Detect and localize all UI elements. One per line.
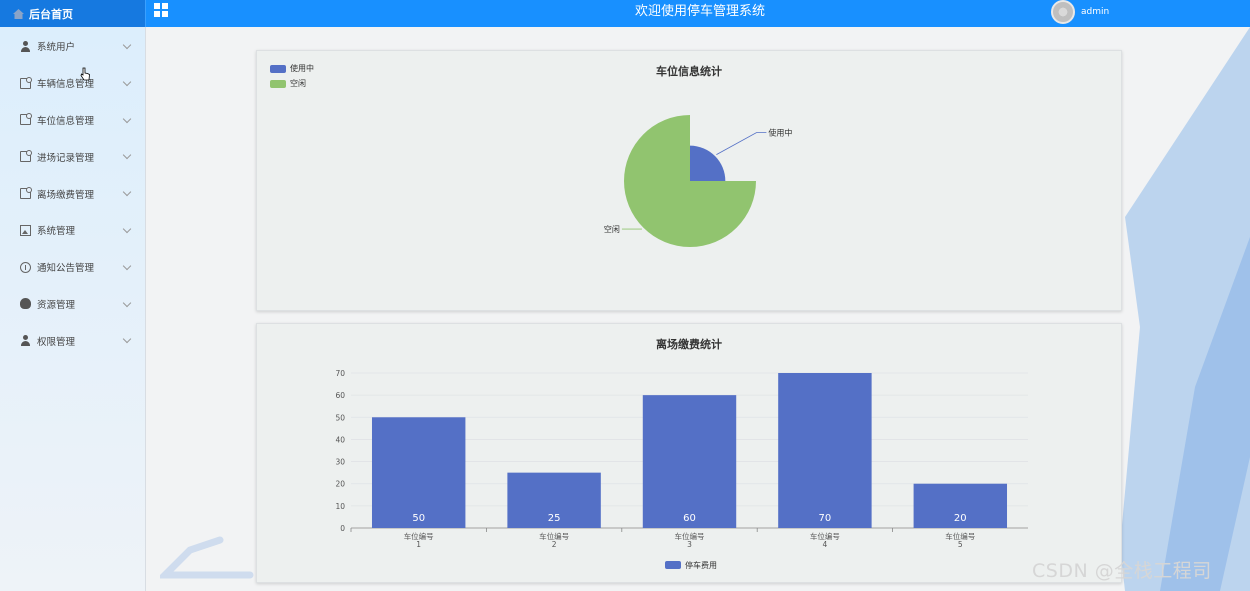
sidebar-item-permissions[interactable]: 权限管理 [0,322,145,359]
bar-chart-title: 离场缴费统计 [656,338,722,351]
sidebar-item-system-users[interactable]: 系统用户 [0,28,145,65]
chevron-down-icon [122,298,132,307]
bar-data-label: 60 [683,513,696,524]
user-icon [20,40,31,52]
sidebar-item-label: 权限管理 [37,336,76,348]
chevron-down-icon [122,40,132,50]
sidebar-item-parking-space-info[interactable]: 车位信息管理 [0,102,145,139]
document-icon [20,76,32,89]
legend-item[interactable]: 使用中 [270,63,314,74]
x-tick-label: 车位编号 1 [404,531,434,549]
bar-chart: 0 10 20 30 40 50 60 70 50 车位编号 1 25 车位编号 2 60 车位编号 3 70 车位… [335,369,1028,570]
legend-label: 空闲 [290,79,306,88]
bar[interactable] [642,395,737,528]
exit-payment-stats-panel: 离场缴费统计 0 10 20 30 40 50 60 70 50 车位编号 1 25 车位编号 2 60 车位… [256,323,1122,583]
y-tick-label: 20 [335,480,345,489]
username-label[interactable]: admin [1081,7,1110,17]
bulb-icon [20,298,31,310]
sidebar-item-label: 车辆信息管理 [37,79,95,91]
document-icon [20,150,32,163]
watermark: CSDN @全栈工程司 [1032,560,1212,582]
background-arrow-decoration [160,536,254,579]
bar-data-label: 20 [954,513,967,524]
legend-swatch [665,561,681,569]
pie-chart-title: 车位信息统计 [656,65,722,78]
bar[interactable] [371,417,466,528]
page-title: 欢迎使用停车管理系统 [634,4,765,19]
background-decoration [1120,27,1250,591]
menu-toggle-grid-icon[interactable] [154,3,169,18]
sidebar-item-entry-records[interactable]: 进场记录管理 [0,138,145,175]
bar[interactable] [507,472,601,528]
chevron-down-icon [122,261,132,271]
bar-data-label: 50 [412,513,425,524]
x-tick-label: 车位编号 2 [539,531,569,549]
bar-data-label: 25 [548,513,561,524]
bar-data-label: 70 [819,513,832,524]
user-icon [20,335,31,347]
info-icon [20,261,31,273]
y-tick-label: 30 [335,458,345,467]
sidebar-item-notices[interactable]: 通知公告管理 [0,249,145,286]
sidebar-item-label: 离场缴费管理 [37,189,95,201]
pie-slice[interactable] [690,145,726,181]
avatar[interactable] [1051,0,1075,24]
legend-swatch [270,79,286,88]
bar[interactable] [913,483,1008,528]
chevron-down-icon [122,151,132,160]
pie-slice-label: 空闲 [604,224,620,234]
legend-label: 停车费用 [685,560,717,570]
legend-swatch [270,64,286,73]
pie-label-line [716,132,767,155]
sidebar-item-label: 车位信息管理 [37,115,95,127]
sidebar-item-system-management[interactable]: 系统管理 [0,212,145,249]
sidebar-item-vehicle-info[interactable]: 车辆信息管理 [0,65,145,102]
sidebar-item-label: 资源管理 [37,299,76,311]
bar[interactable] [778,373,872,528]
y-tick-label: 70 [335,369,345,378]
sidebar-item-exit-payment[interactable]: 离场缴费管理 [0,175,145,212]
sidebar-item-label: 系统管理 [37,226,76,238]
y-tick-label: 60 [335,391,345,400]
home-label: 后台首页 [29,7,73,21]
chevron-down-icon [122,335,132,344]
y-tick-label: 0 [340,524,345,533]
y-tick-label: 40 [335,435,345,444]
chevron-down-icon [122,114,132,123]
chevron-down-icon [122,224,132,234]
sidebar-item-label: 进场记录管理 [37,152,95,164]
document-icon [20,113,32,126]
top-bar: 后台首页 欢迎使用停车管理系统 admin [0,0,1250,27]
y-tick-label: 50 [335,413,345,422]
y-tick-label: 10 [335,502,345,511]
legend-label: 使用中 [290,64,314,73]
home-icon [13,8,24,19]
hand-cursor-icon [80,67,90,81]
sidebar-item-resources[interactable]: 资源管理 [0,286,145,323]
x-tick-label: 车位编号 4 [810,531,840,549]
pie-slice[interactable] [624,115,756,247]
pie-slice-label: 使用中 [768,128,792,138]
x-tick-label: 车位编号 5 [945,531,975,549]
chevron-down-icon [122,77,132,87]
picture-icon [20,224,31,236]
legend-item[interactable]: 停车费用 [665,560,717,570]
chevron-down-icon [122,187,132,197]
document-icon [20,187,32,200]
x-tick-label: 车位编号 3 [675,531,705,549]
parking-space-stats-panel: 车位信息统计 使用中 空闲 使用中 空闲 [256,50,1122,311]
sidebar: 系统用户 车辆信息管理 车位信息管理 进场记录管理 离场缴费管理 系统管理 通知… [0,27,146,591]
sidebar-item-label: 通知公告管理 [37,263,95,275]
legend-item[interactable]: 空闲 [270,78,306,89]
home-link[interactable]: 后台首页 [0,0,146,27]
sidebar-item-label: 系统用户 [37,42,76,54]
